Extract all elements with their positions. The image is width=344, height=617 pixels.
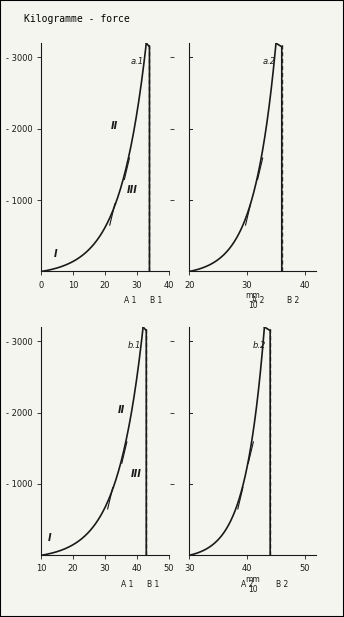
Text: B 2: B 2 xyxy=(276,580,288,589)
Text: a.1: a.1 xyxy=(130,57,144,67)
Text: –: – xyxy=(169,124,174,134)
Text: III: III xyxy=(127,185,138,195)
Text: b.1: b.1 xyxy=(128,341,141,350)
Text: I: I xyxy=(54,249,58,259)
Text: a.2: a.2 xyxy=(263,57,276,67)
Text: –: – xyxy=(169,336,174,346)
X-axis label: mm
10: mm 10 xyxy=(246,574,260,594)
Text: –: – xyxy=(169,195,174,205)
Text: B 1: B 1 xyxy=(147,580,159,589)
Text: A 1: A 1 xyxy=(124,296,137,305)
Text: II: II xyxy=(118,405,125,415)
Text: III: III xyxy=(130,469,141,479)
Text: –: – xyxy=(169,479,174,489)
Text: A 1: A 1 xyxy=(121,580,133,589)
Text: A 2: A 2 xyxy=(241,580,253,589)
Text: I: I xyxy=(47,533,51,543)
Text: –: – xyxy=(169,52,174,62)
Text: B 2: B 2 xyxy=(287,296,300,305)
Text: –: – xyxy=(169,408,174,418)
Text: B 1: B 1 xyxy=(150,296,162,305)
X-axis label: mm
10: mm 10 xyxy=(246,291,260,310)
Text: Kilogramme - force: Kilogramme - force xyxy=(24,14,130,23)
Text: A 2: A 2 xyxy=(252,296,265,305)
Text: II: II xyxy=(111,121,119,131)
Text: b.2: b.2 xyxy=(253,341,267,350)
